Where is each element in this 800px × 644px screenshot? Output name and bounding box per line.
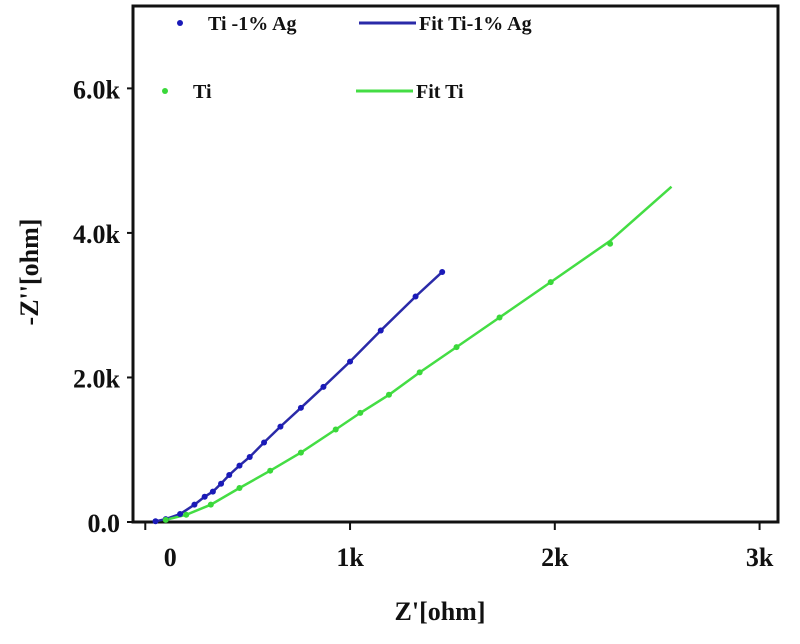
- y-tick-label: 4.0k: [73, 220, 121, 249]
- data-point: [416, 369, 423, 376]
- data-point: [347, 358, 354, 365]
- data-point: [201, 493, 208, 500]
- y-tick-label: 0.0: [88, 509, 121, 538]
- data-point: [496, 314, 503, 321]
- data-point: [236, 485, 243, 492]
- fit-line-3: [165, 185, 673, 522]
- x-tick-label: 1k: [336, 543, 364, 572]
- data-point: [297, 449, 304, 456]
- data-point: [320, 383, 327, 390]
- data-point: [191, 501, 198, 508]
- data-point: [547, 279, 554, 286]
- plot-frame: [131, 4, 780, 524]
- data-point: [607, 240, 614, 247]
- x-tick-label: 3k: [746, 543, 774, 572]
- data-point: [152, 518, 159, 525]
- data-point: [277, 423, 284, 430]
- x-tick-label: 0: [164, 543, 177, 572]
- legend-marker: [177, 20, 183, 26]
- data-point: [177, 511, 184, 518]
- x-tick-label: 2k: [541, 543, 569, 572]
- data-point: [377, 327, 384, 334]
- data-point: [357, 409, 364, 416]
- legend-marker: [162, 88, 168, 94]
- legend-label: Ti: [193, 81, 212, 103]
- y-axis-label: -Z''[ohm]: [15, 219, 44, 326]
- data-point: [236, 462, 243, 469]
- legend-label: Fit Ti-1% Ag: [419, 13, 532, 35]
- legend-label: Ti -1% Ag: [208, 13, 297, 35]
- legend: Ti -1% Ag Ti Fit Ti-1% Ag Fit Ti: [162, 13, 532, 103]
- fit-line-1: [155, 270, 444, 523]
- data-point: [218, 480, 225, 487]
- y-tick-label: 2.0k: [73, 364, 121, 393]
- data-point: [209, 488, 216, 495]
- data-point: [412, 293, 419, 300]
- data-point: [267, 467, 274, 474]
- data-point: [162, 516, 169, 523]
- data-point: [297, 404, 304, 411]
- data-point: [332, 426, 339, 433]
- data-point: [226, 472, 233, 479]
- data-point: [207, 501, 214, 508]
- data-point: [246, 453, 253, 460]
- data-point: [453, 344, 460, 351]
- data-point: [385, 391, 392, 398]
- legend-label: Fit Ti: [416, 81, 464, 103]
- x-axis-label: Z'[ohm]: [395, 597, 486, 626]
- data-point: [183, 511, 190, 518]
- data-point: [261, 439, 268, 446]
- y-tick-label: 6.0k: [73, 75, 121, 104]
- data-point: [439, 268, 446, 275]
